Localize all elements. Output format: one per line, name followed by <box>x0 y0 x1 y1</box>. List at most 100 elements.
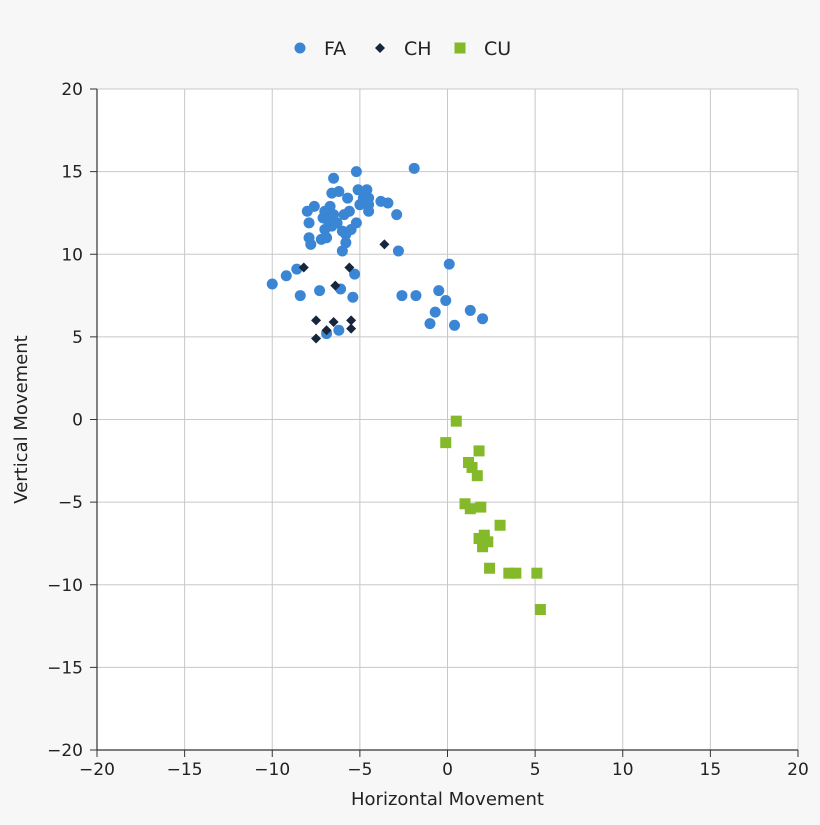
data-point-ch <box>298 262 309 273</box>
y-tick-label: −15 <box>47 658 83 678</box>
data-point-cu <box>450 415 462 427</box>
data-point-fa <box>321 232 333 244</box>
data-point-ch <box>321 325 332 336</box>
data-point-cu <box>475 501 487 513</box>
data-point-fa <box>361 184 373 196</box>
data-point-cu <box>440 437 452 449</box>
data-point-cu <box>477 541 489 553</box>
data-point-ch <box>346 315 357 326</box>
data-point-ch <box>344 262 355 273</box>
data-point-fa <box>382 197 394 209</box>
data-point-fa <box>336 245 348 257</box>
y-tick-label: 15 <box>61 163 83 183</box>
data-point-fa <box>291 263 303 275</box>
x-tick-label: −10 <box>254 760 290 780</box>
x-tick-label: 5 <box>530 760 541 780</box>
data-point-ch <box>311 333 322 344</box>
data-point-ch <box>311 315 322 326</box>
data-point-cu <box>494 519 506 531</box>
data-point-fa <box>340 237 352 249</box>
data-point-fa <box>392 245 404 257</box>
y-tick-label: −10 <box>47 576 83 596</box>
legend-label: CU <box>484 38 511 60</box>
data-point-fa <box>303 217 315 229</box>
x-tick-label: 15 <box>700 760 722 780</box>
data-point-fa <box>443 258 455 270</box>
data-point-fa <box>440 295 452 307</box>
series-ch <box>298 239 390 344</box>
data-point-cu <box>464 503 476 515</box>
data-point-cu <box>510 567 522 579</box>
data-point-ch <box>330 280 341 291</box>
data-point-cu <box>478 529 490 541</box>
data-point-cu <box>471 470 483 482</box>
data-point-fa <box>308 200 320 212</box>
data-point-fa <box>410 290 422 302</box>
x-tick-label: 0 <box>442 760 453 780</box>
data-point-fa <box>433 285 445 297</box>
y-tick-label: 0 <box>72 411 83 431</box>
data-point-fa <box>333 324 345 336</box>
legend-marker <box>375 43 385 53</box>
data-point-fa <box>350 217 362 229</box>
data-point-fa <box>352 184 364 196</box>
data-point-ch <box>328 317 339 328</box>
data-point-fa <box>408 162 420 174</box>
legend-item-cu[interactable]: CU <box>454 38 512 60</box>
data-point-cu <box>466 461 478 473</box>
data-point-fa <box>391 209 403 221</box>
data-point-ch <box>379 239 390 250</box>
data-point-fa <box>477 313 489 325</box>
data-point-fa <box>294 290 306 302</box>
x-tick-label: −20 <box>79 760 115 780</box>
data-point-fa <box>280 270 292 282</box>
axes <box>96 89 798 751</box>
y-tick-label: −20 <box>47 741 83 761</box>
data-point-cu <box>503 567 515 579</box>
series-cu <box>440 415 546 616</box>
data-point-fa <box>424 318 436 330</box>
data-point-fa <box>266 278 278 290</box>
data-point-cu <box>534 604 546 616</box>
data-point-fa <box>396 290 408 302</box>
legend: FA CH CU <box>294 38 512 60</box>
data-point-fa <box>429 306 441 318</box>
data-point-fa <box>328 172 340 184</box>
data-point-fa <box>363 205 375 217</box>
data-point-cu <box>531 567 543 579</box>
data-point-fa <box>314 285 326 297</box>
x-tick-label: −15 <box>167 760 203 780</box>
data-point-fa <box>305 238 317 250</box>
data-point-fa <box>342 192 354 204</box>
x-tick-label: 20 <box>787 760 809 780</box>
legend-label: CH <box>404 38 432 60</box>
data-point-fa <box>464 304 476 316</box>
data-point-fa <box>347 291 359 303</box>
legend-item-fa[interactable]: FA <box>294 38 347 60</box>
data-point-fa <box>328 209 340 221</box>
legend-marker <box>454 42 466 54</box>
tick-labels: −20 −15 −10 −5 0 5 10 15 20 −20 −15 −10 −5 0 5 10 15 20 <box>47 80 809 780</box>
legend-marker <box>294 42 306 54</box>
data-points <box>266 162 546 616</box>
legend-item-ch[interactable]: CH <box>375 38 432 60</box>
data-point-cu <box>484 562 496 574</box>
data-point-fa <box>343 205 355 217</box>
y-tick-label: 20 <box>61 80 83 100</box>
data-point-fa <box>349 268 361 280</box>
x-axis-title: Horizontal Movement <box>351 789 544 810</box>
data-point-cu <box>473 445 485 457</box>
data-point-fa <box>324 200 336 212</box>
series-fa <box>266 162 489 340</box>
x-tick-label: 10 <box>612 760 634 780</box>
y-tick-label: 5 <box>72 328 83 348</box>
legend-label: FA <box>324 38 346 60</box>
x-tick-label: −5 <box>347 760 372 780</box>
data-point-fa <box>331 217 343 229</box>
y-tick-label: −5 <box>58 493 83 513</box>
data-point-fa <box>449 319 461 331</box>
y-axis-title: Vertical Movement <box>11 335 32 503</box>
data-point-fa <box>333 185 345 197</box>
y-tick-label: 10 <box>61 245 83 265</box>
